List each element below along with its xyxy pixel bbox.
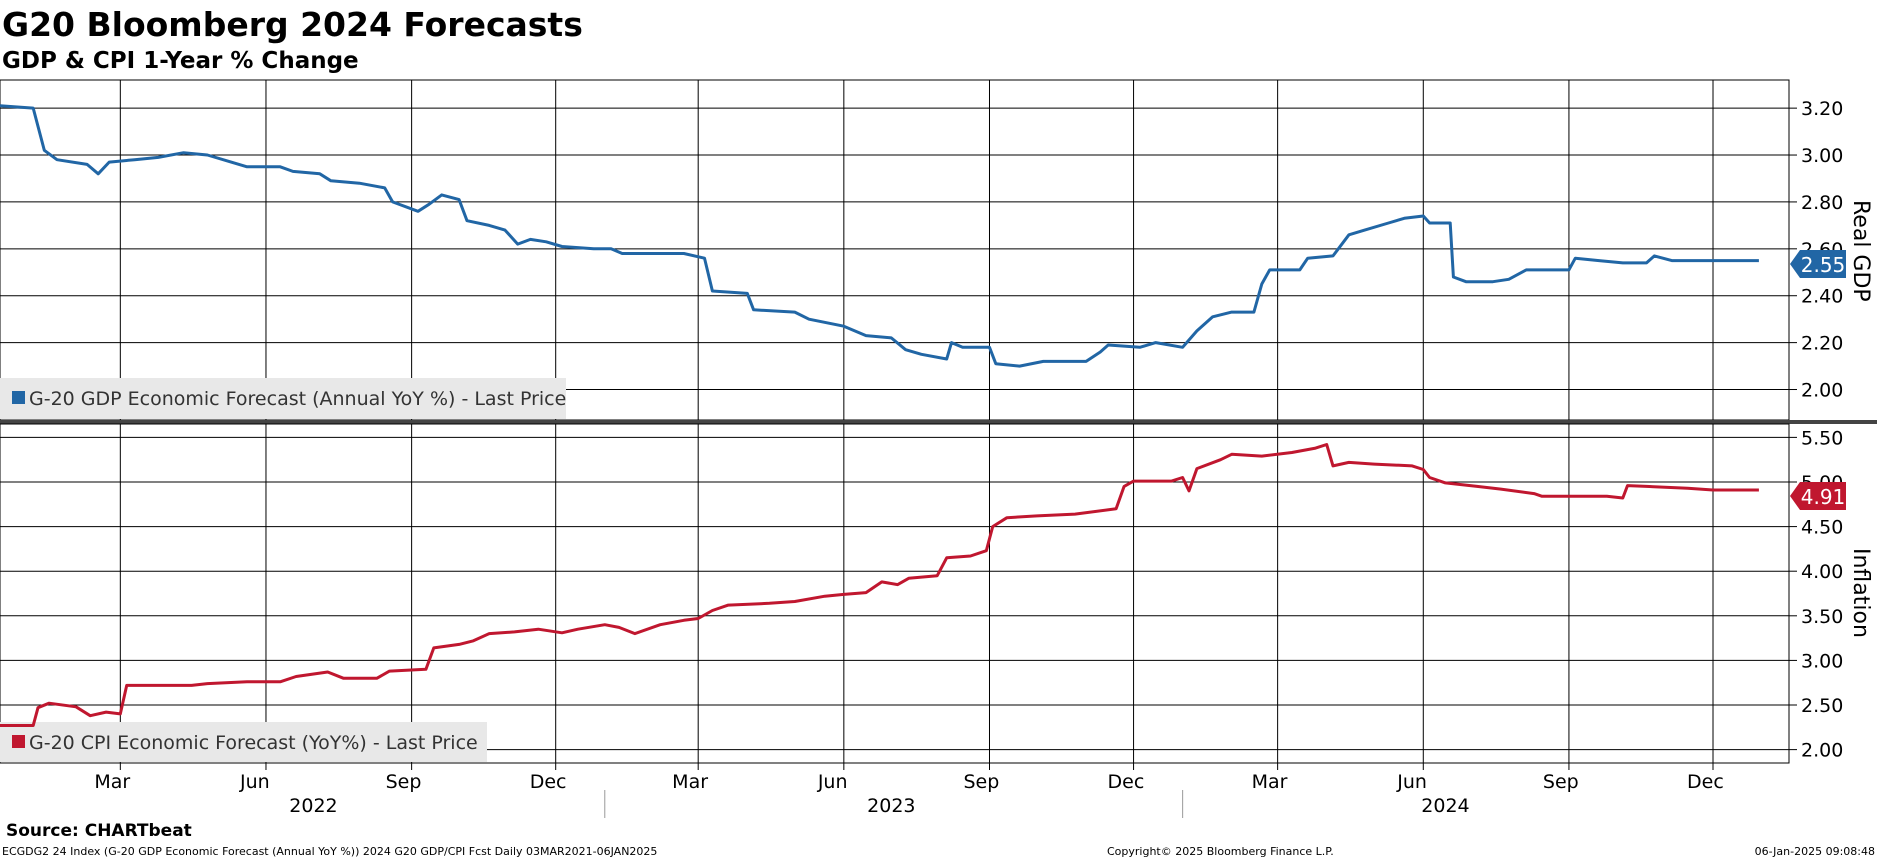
gdp-last-value: 2.55 xyxy=(1801,253,1846,277)
cpi-y-tick-label: 2.50 xyxy=(1801,695,1843,717)
gdp-legend: G-20 GDP Economic Forecast (Annual YoY %… xyxy=(0,378,566,419)
cpi-gridlines xyxy=(0,436,1789,751)
gdp-y-label: Real GDP xyxy=(1848,200,1873,302)
gdp-series-line xyxy=(0,104,1759,368)
chart-title: G20 Bloomberg 2024 Forecasts xyxy=(2,5,583,44)
cpi-y-tick-label: 3.00 xyxy=(1801,650,1843,672)
cpi-legend-swatch xyxy=(12,735,25,748)
gdp-gridlines xyxy=(0,107,1789,391)
x-tick-label: Dec xyxy=(1108,771,1145,793)
source-note: Source: CHARTbeat xyxy=(6,821,192,841)
x-year-label: 2023 xyxy=(867,795,915,817)
cpi-legend-label: G-20 CPI Economic Forecast (YoY%) - Last… xyxy=(29,732,478,754)
cpi-series-line xyxy=(0,443,1759,727)
cpi-legend-box xyxy=(0,722,487,762)
gdp-y-tick-label: 3.20 xyxy=(1801,98,1843,120)
x-tick-label: Jun xyxy=(1396,771,1427,793)
ticker-line: ECGDG2 24 Index (G-20 GDP Economic Forec… xyxy=(2,845,657,858)
cpi-vertical-gridlines xyxy=(119,424,1714,763)
gdp-y-axis: 2.002.202.402.602.803.003.20 xyxy=(1789,98,1843,402)
timestamp: 06-Jan-2025 09:08:48 xyxy=(1755,845,1875,858)
gdp-y-tick-label: 2.20 xyxy=(1801,333,1843,355)
x-axis: Mar Jun Sep Dec Mar Jun Sep Dec Mar Jun Sep Dec 2022… xyxy=(94,763,1724,818)
gdp-panel: G-20 GDP Economic Forecast (Annual YoY %… xyxy=(0,79,1873,421)
gdp-y-tick-label: 2.00 xyxy=(1801,380,1843,402)
x-tick-label: Dec xyxy=(1687,771,1724,793)
x-tick-label: Jun xyxy=(239,771,270,793)
x-year-label: 2022 xyxy=(289,795,337,817)
x-tick-label: Dec xyxy=(530,771,567,793)
gdp-y-tick-label: 3.00 xyxy=(1801,145,1843,167)
gdp-legend-label: G-20 GDP Economic Forecast (Annual YoY %… xyxy=(29,388,566,410)
cpi-y-tick-label: 5.50 xyxy=(1801,427,1843,449)
cpi-last-value: 4.91 xyxy=(1801,485,1846,509)
x-tick-label: Sep xyxy=(1543,771,1579,793)
gdp-legend-swatch xyxy=(12,391,25,404)
chart-subtitle: GDP & CPI 1-Year % Change xyxy=(2,48,359,74)
cpi-panel: G-20 CPI Economic Forecast (YoY%) - Last… xyxy=(0,423,1873,764)
gdp-last-value-tag: 2.55 xyxy=(1790,250,1846,278)
x-tick-label: Jun xyxy=(817,771,848,793)
copyright-note: Copyright© 2025 Bloomberg Finance L.P. xyxy=(1107,845,1334,858)
x-tick-label: Sep xyxy=(963,771,999,793)
cpi-legend: G-20 CPI Economic Forecast (YoY%) - Last… xyxy=(0,722,487,762)
x-year-label: 2024 xyxy=(1421,795,1469,817)
cpi-y-tick-label: 4.00 xyxy=(1801,561,1843,583)
cpi-last-value-box xyxy=(1790,482,1846,510)
cpi-y-tick-label: 3.50 xyxy=(1801,606,1843,628)
panel-divider[interactable] xyxy=(0,420,1877,424)
gdp-y-tick-label: 2.40 xyxy=(1801,286,1843,308)
x-tick-label: Sep xyxy=(386,771,422,793)
cpi-plot-frame xyxy=(0,423,1790,764)
gdp-plot-frame xyxy=(0,79,1790,421)
gdp-legend-box xyxy=(0,378,566,419)
gdp-y-tick-label: 2.80 xyxy=(1801,192,1843,214)
gdp-last-value-box xyxy=(1790,250,1846,278)
x-tick-label: Mar xyxy=(1252,771,1288,793)
x-tick-label: Mar xyxy=(94,771,130,793)
cpi-y-axis: 2.002.503.003.504.004.505.005.50 xyxy=(1789,427,1843,762)
cpi-y-tick-label: 2.00 xyxy=(1801,740,1843,762)
gdp-vertical-gridlines xyxy=(119,80,1714,420)
cpi-y-label: Inflation xyxy=(1848,548,1873,638)
x-tick-label: Mar xyxy=(672,771,708,793)
cpi-y-tick-label: 4.50 xyxy=(1801,517,1843,539)
cpi-last-value-tag: 4.91 xyxy=(1790,482,1846,510)
